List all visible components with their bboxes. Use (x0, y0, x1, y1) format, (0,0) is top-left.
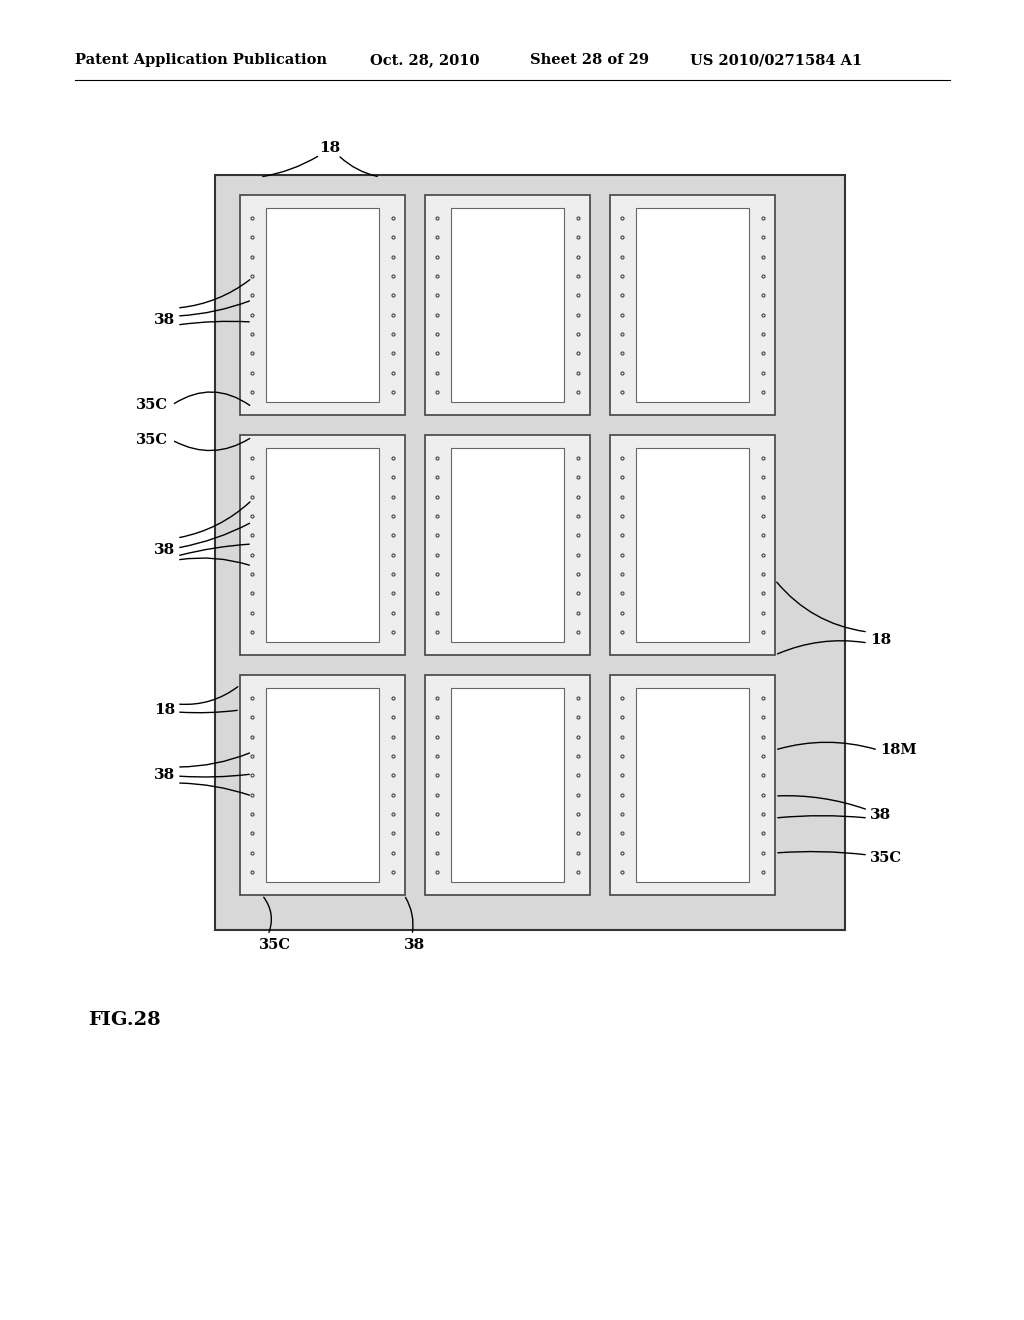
Bar (266, 688, 379, 882)
Text: 38: 38 (404, 939, 426, 952)
Bar (240, 195, 406, 414)
Text: US 2010/0271584 A1: US 2010/0271584 A1 (690, 53, 862, 67)
Text: 35C: 35C (136, 399, 168, 412)
Bar (240, 436, 406, 655)
Bar (266, 209, 379, 401)
Text: 38: 38 (155, 313, 176, 327)
Text: 35C: 35C (870, 851, 902, 865)
Bar (266, 449, 379, 642)
Bar (452, 209, 563, 401)
Bar (610, 436, 775, 655)
Text: 35C: 35C (136, 433, 168, 447)
Bar (636, 449, 749, 642)
Bar (610, 195, 775, 414)
Text: 38: 38 (155, 543, 176, 557)
Text: 18M: 18M (880, 743, 916, 756)
Text: 18: 18 (319, 141, 341, 154)
Text: FIG.28: FIG.28 (88, 1011, 161, 1030)
Text: Sheet 28 of 29: Sheet 28 of 29 (530, 53, 649, 67)
Bar (636, 209, 749, 401)
Bar (452, 688, 563, 882)
Bar (215, 176, 845, 931)
Text: Patent Application Publication: Patent Application Publication (75, 53, 327, 67)
Text: 35C: 35C (259, 939, 291, 952)
Bar (425, 195, 590, 414)
Bar (240, 675, 406, 895)
Bar (452, 449, 563, 642)
Bar (610, 675, 775, 895)
Text: 38: 38 (870, 808, 891, 822)
Text: 18: 18 (870, 634, 891, 647)
Text: 18: 18 (155, 704, 176, 717)
Bar (636, 688, 749, 882)
Text: 38: 38 (155, 768, 176, 781)
Text: Oct. 28, 2010: Oct. 28, 2010 (370, 53, 479, 67)
Bar (425, 675, 590, 895)
Bar (425, 436, 590, 655)
